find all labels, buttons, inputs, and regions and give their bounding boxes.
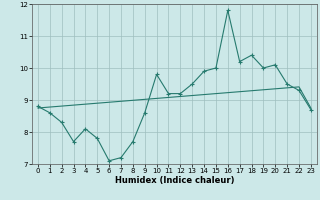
X-axis label: Humidex (Indice chaleur): Humidex (Indice chaleur) (115, 176, 234, 185)
